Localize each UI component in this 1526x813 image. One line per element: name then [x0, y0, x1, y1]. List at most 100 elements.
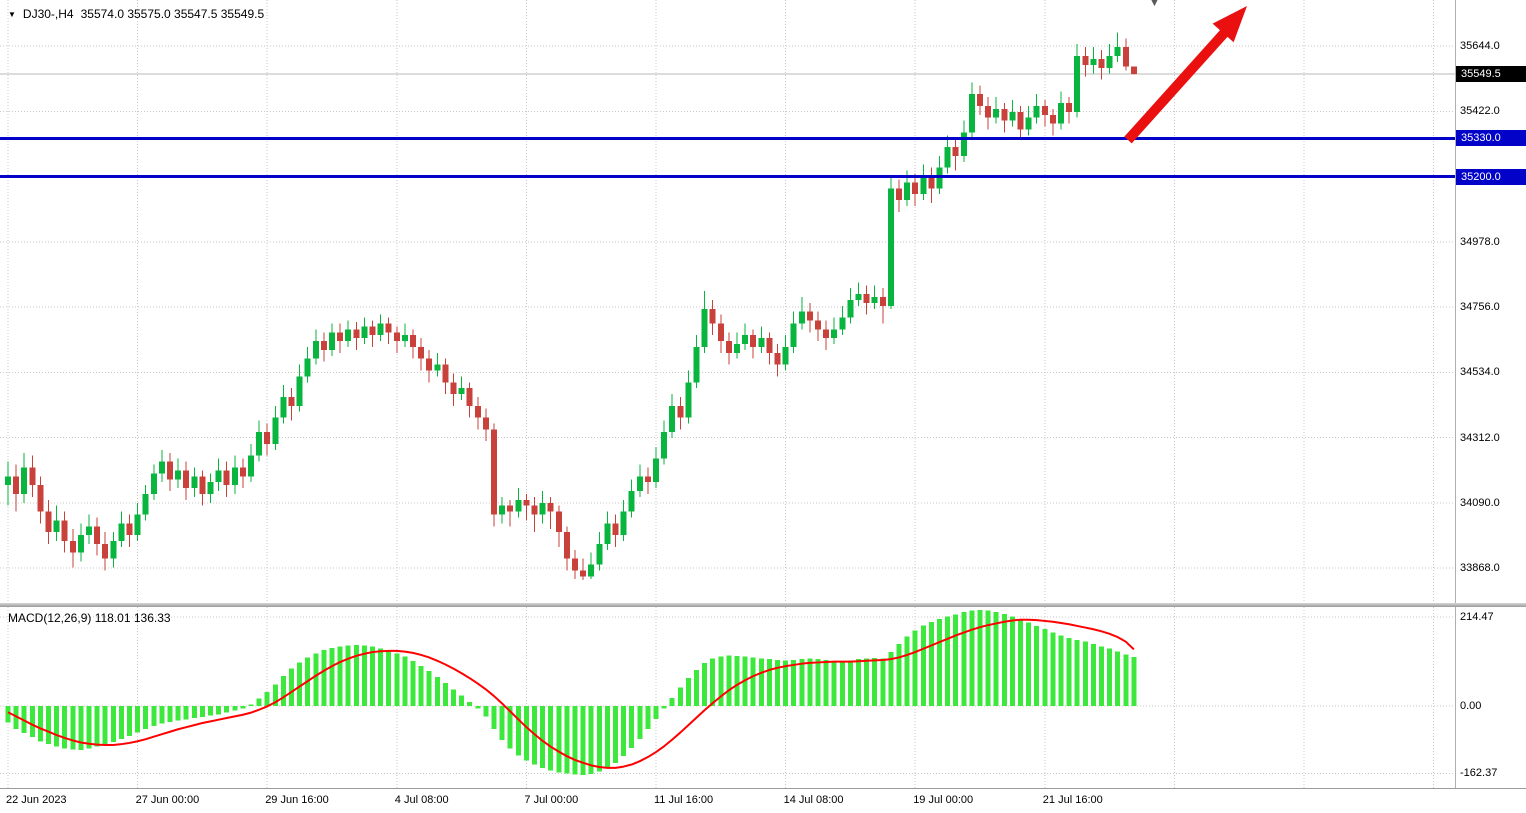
- candle-body: [231, 467, 238, 486]
- candle-body: [272, 417, 279, 444]
- macd-histogram-bar: [410, 660, 416, 707]
- candle-body: [1049, 114, 1056, 124]
- symbol-dropdown-icon[interactable]: ▼: [8, 10, 16, 19]
- current-price-tag: 35549.5: [1456, 65, 1526, 82]
- macd-histogram-bar: [370, 646, 375, 707]
- macd-histogram-bar: [224, 706, 230, 713]
- candle-body: [142, 493, 149, 515]
- macd-histogram-bar: [872, 657, 878, 707]
- price-axis-label: 35644.0: [1460, 40, 1500, 52]
- macd-histogram-bar: [920, 625, 926, 707]
- candle-body: [385, 323, 392, 333]
- candle-body: [434, 364, 441, 371]
- macd-histogram-bar: [289, 668, 294, 707]
- candle-body: [717, 323, 724, 342]
- macd-histogram-bar: [110, 706, 116, 743]
- candlestick-chart[interactable]: [0, 0, 1455, 603]
- candle-body: [588, 564, 595, 577]
- candle-body: [288, 396, 295, 406]
- candle-body: [887, 188, 894, 306]
- macd-histogram-bar: [775, 659, 780, 707]
- macd-histogram-bar: [1074, 640, 1080, 707]
- candle-body: [952, 147, 959, 156]
- candle-body: [442, 364, 449, 383]
- price-axis[interactable]: 35644.0 35422.0 34978.0 34756.0 34534.0 34312…: [1455, 0, 1526, 788]
- candle-body: [466, 388, 473, 406]
- candle-body: [1033, 105, 1040, 118]
- macd-histogram-bar: [191, 706, 197, 719]
- macd-histogram-bar: [467, 701, 473, 707]
- candle-body: [758, 338, 765, 347]
- candle-body: [320, 341, 327, 350]
- macd-histogram-bar: [70, 706, 76, 750]
- symbol-timeframe-label: DJ30-,H4: [22, 7, 74, 21]
- candle-body: [13, 476, 20, 494]
- macd-histogram-bar: [345, 645, 351, 707]
- trend-arrow[interactable]: [1124, 6, 1247, 144]
- candle-body: [1130, 66, 1137, 74]
- candle-body: [993, 108, 1000, 118]
- time-axis-label: 22 Jun 2023: [6, 794, 67, 806]
- macd-histogram-bar: [637, 706, 643, 739]
- time-axis-label: 4 Jul 08:00: [394, 794, 449, 806]
- macd-histogram-bar: [29, 706, 35, 738]
- candle-body: [596, 543, 603, 565]
- panel-splitter[interactable]: [0, 603, 1526, 607]
- candle-body: [377, 323, 384, 336]
- macd-histogram-bar: [475, 706, 481, 709]
- candle-body: [458, 388, 465, 395]
- macd-histogram-bar: [596, 706, 602, 772]
- macd-histogram-bar: [78, 706, 84, 750]
- candle-body: [1122, 47, 1129, 67]
- candle-body: [474, 405, 481, 418]
- candle-body: [766, 338, 773, 353]
- macd-indicator-chart[interactable]: [0, 607, 1455, 788]
- macd-histogram-bar: [459, 695, 465, 707]
- macd-histogram-bar: [961, 612, 967, 707]
- candle-body: [855, 294, 862, 300]
- candle-body: [5, 476, 11, 486]
- candle-body: [45, 511, 52, 533]
- candle-body: [742, 335, 749, 345]
- macd-histogram-bar: [329, 647, 335, 707]
- candle-body: [248, 455, 254, 477]
- macd-histogram-bar: [5, 706, 11, 723]
- candle-body: [750, 335, 757, 347]
- chart-shift-marker-icon[interactable]: ▼: [1149, 0, 1160, 9]
- main-grid-layer: [0, 0, 1455, 603]
- candle-body: [555, 511, 562, 533]
- candle-body: [1001, 108, 1008, 121]
- candle-body: [523, 499, 530, 506]
- time-axis-label: 19 Jul 00:00: [913, 794, 974, 806]
- macd-histogram-bar: [199, 706, 205, 717]
- macd-histogram-bar: [1050, 632, 1056, 707]
- macd-histogram-bar: [297, 662, 303, 707]
- macd-histogram-bar: [167, 706, 173, 722]
- macd-histogram-bar: [256, 698, 262, 707]
- macd-histogram-bar: [653, 706, 659, 719]
- macd-histogram-bar: [750, 657, 756, 707]
- candle-body: [920, 176, 927, 195]
- macd-histogram-bar: [232, 706, 238, 711]
- candle-body: [960, 132, 967, 156]
- candle-body: [1009, 111, 1016, 121]
- candle-body: [563, 532, 570, 559]
- time-axis[interactable]: 22 Jun 2023 27 Jun 00:00 29 Jun 16:00 4 Jul…: [0, 788, 1526, 813]
- macd-histogram-bar: [621, 706, 627, 757]
- candle-body: [393, 332, 400, 342]
- candle-body: [977, 94, 983, 106]
- macd-histogram-bar: [1090, 643, 1096, 707]
- macd-histogram-bar: [791, 659, 797, 707]
- candle-body: [418, 346, 425, 359]
- candle-body: [167, 461, 173, 480]
- macd-histogram-bar: [604, 706, 610, 768]
- macd-histogram-bar: [669, 698, 675, 707]
- macd-histogram-bar: [823, 659, 829, 707]
- macd-histogram-bar: [62, 706, 68, 749]
- macd-histogram-bar: [46, 706, 51, 745]
- candle-body: [547, 502, 554, 512]
- macd-histogram-bar: [799, 659, 805, 707]
- price-axis-label: 34534.0: [1460, 366, 1500, 379]
- macd-histogram-bar: [928, 621, 934, 707]
- candle-body: [839, 317, 846, 330]
